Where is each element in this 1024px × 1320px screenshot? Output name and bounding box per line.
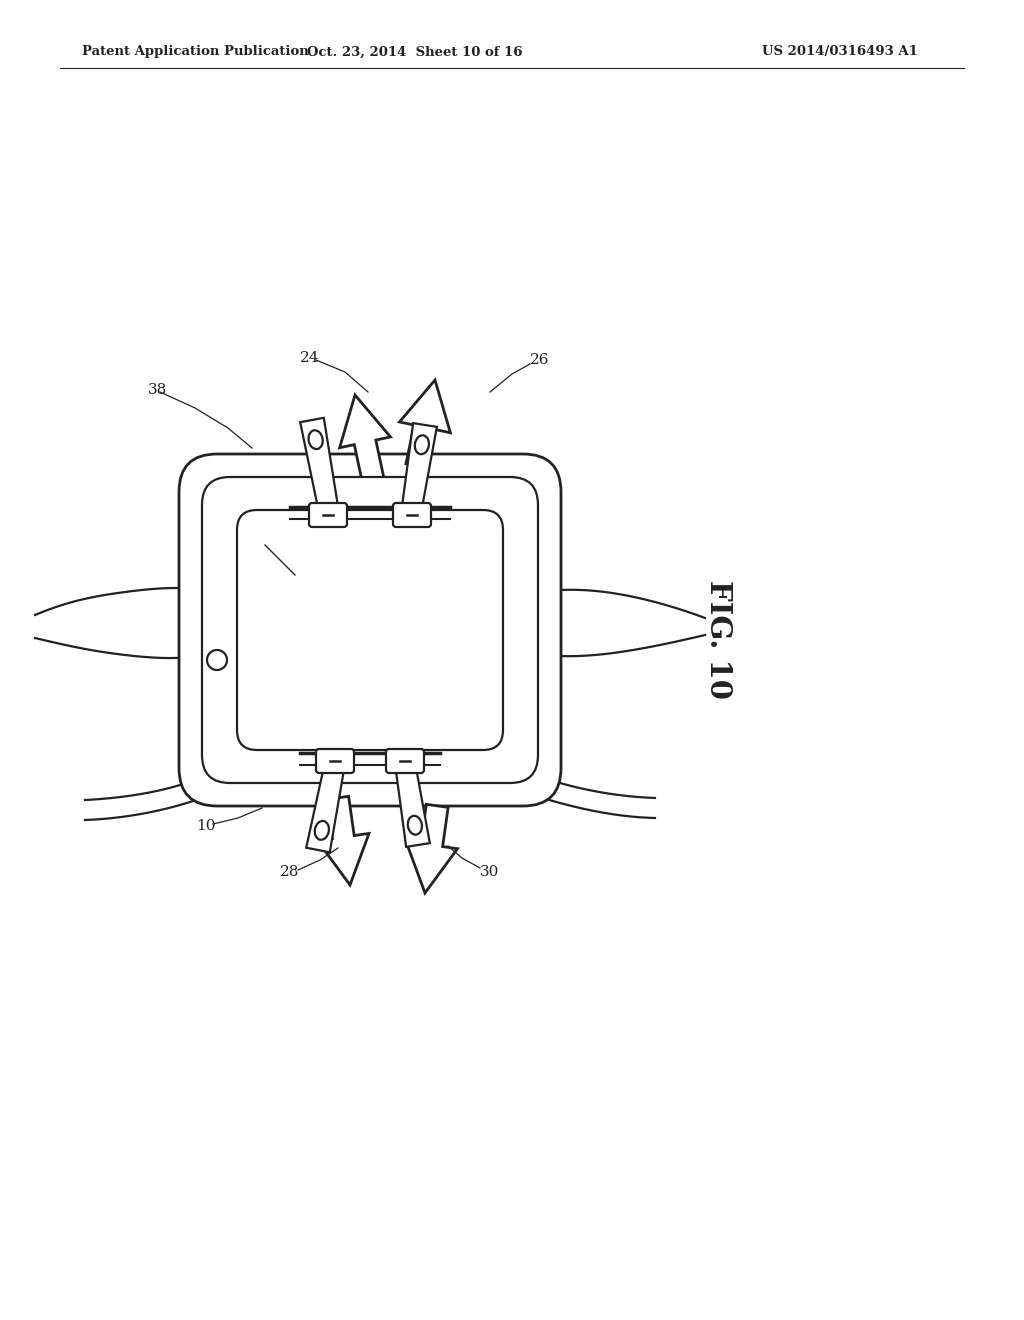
- Text: 28: 28: [280, 865, 299, 879]
- Ellipse shape: [408, 816, 422, 834]
- Text: FIG. 10: FIG. 10: [703, 581, 732, 700]
- Polygon shape: [340, 395, 390, 483]
- FancyBboxPatch shape: [316, 748, 354, 774]
- FancyBboxPatch shape: [393, 503, 431, 527]
- FancyBboxPatch shape: [386, 748, 424, 774]
- Text: 38: 38: [148, 383, 167, 397]
- Text: 26: 26: [530, 352, 550, 367]
- Polygon shape: [300, 418, 338, 508]
- Polygon shape: [406, 804, 458, 894]
- Text: 10: 10: [196, 818, 215, 833]
- FancyBboxPatch shape: [179, 454, 561, 807]
- Text: US 2014/0316493 A1: US 2014/0316493 A1: [762, 45, 918, 58]
- FancyBboxPatch shape: [202, 477, 538, 783]
- FancyBboxPatch shape: [237, 510, 503, 750]
- Ellipse shape: [415, 436, 429, 454]
- Text: Patent Application Publication: Patent Application Publication: [82, 45, 309, 58]
- Text: 30: 30: [480, 865, 500, 879]
- Text: Oct. 23, 2014  Sheet 10 of 16: Oct. 23, 2014 Sheet 10 of 16: [307, 45, 522, 58]
- Polygon shape: [317, 796, 369, 884]
- Text: 24: 24: [300, 351, 319, 366]
- Polygon shape: [395, 762, 430, 847]
- Polygon shape: [399, 380, 451, 469]
- Polygon shape: [306, 762, 345, 853]
- Polygon shape: [402, 424, 437, 508]
- Ellipse shape: [308, 430, 323, 449]
- Ellipse shape: [314, 821, 329, 840]
- FancyBboxPatch shape: [309, 503, 347, 527]
- Circle shape: [207, 649, 227, 671]
